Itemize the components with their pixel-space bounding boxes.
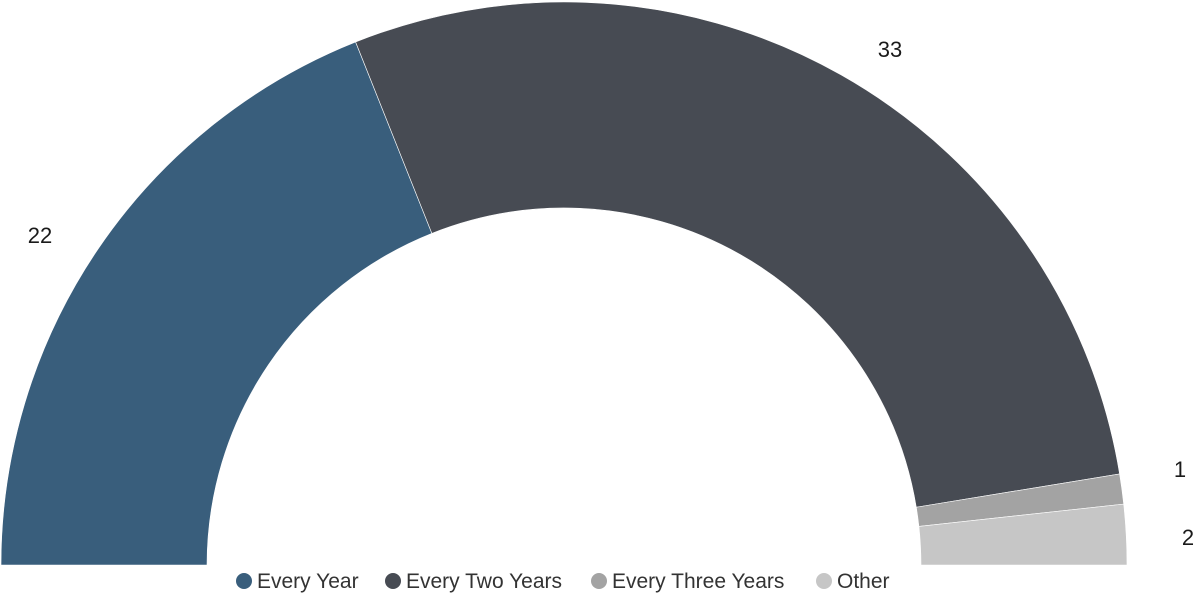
legend-marker-every-three-years <box>591 573 607 589</box>
chart-legend: Every Year Every Two Years Every Three Yea… <box>236 570 890 593</box>
legend-marker-every-year <box>236 573 252 589</box>
data-label-every-three-years: 1 <box>1174 457 1186 482</box>
legend-marker-other <box>816 573 832 589</box>
legend-item-every-three-years: Every Three Years <box>591 570 784 593</box>
slice-every-year <box>0 41 433 566</box>
chart-slices <box>0 1 1128 566</box>
data-label-other: 2 <box>1182 525 1194 550</box>
data-label-every-two-years: 33 <box>878 37 902 62</box>
legend-label-every-two-years: Every Two Years <box>406 570 562 593</box>
slice-every-two-years <box>355 1 1120 508</box>
legend-marker-every-two-years <box>385 573 401 589</box>
legend-item-every-two-years: Every Two Years <box>385 570 562 593</box>
data-label-every-year: 22 <box>28 223 52 248</box>
legend-label-every-year: Every Year <box>257 570 359 593</box>
slice-other <box>918 503 1128 566</box>
legend-item-other: Other <box>816 570 890 593</box>
legend-label-every-three-years: Every Three Years <box>612 570 784 593</box>
legend-item-every-year: Every Year <box>236 570 359 593</box>
legend-label-other: Other <box>837 570 890 593</box>
chart-data-labels: 22 33 1 2 <box>28 37 1194 550</box>
